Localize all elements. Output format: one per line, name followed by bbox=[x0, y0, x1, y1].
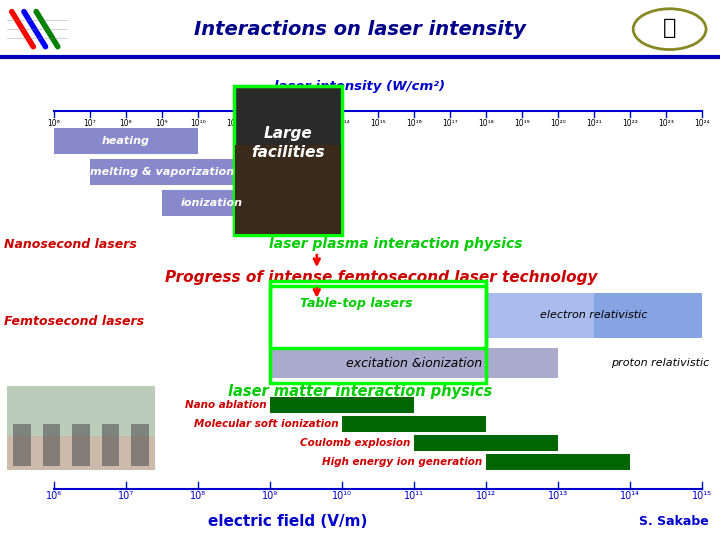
Text: 10²⁴: 10²⁴ bbox=[694, 119, 710, 128]
Bar bbox=[270, 286, 486, 348]
Text: ionization: ionization bbox=[181, 198, 243, 208]
FancyArrowPatch shape bbox=[36, 11, 58, 47]
Text: 10⁶: 10⁶ bbox=[46, 491, 62, 502]
Bar bbox=[234, 86, 342, 235]
Text: Progress of intense femtosecond laser technology: Progress of intense femtosecond laser te… bbox=[166, 269, 598, 285]
Bar bbox=[7, 386, 155, 436]
Text: High energy ion generation: High energy ion generation bbox=[322, 457, 482, 467]
Text: 10⁶: 10⁶ bbox=[48, 119, 60, 128]
Text: S. Sakabe: S. Sakabe bbox=[639, 515, 709, 528]
Text: 10²³: 10²³ bbox=[658, 119, 674, 128]
Text: 🌳: 🌳 bbox=[663, 18, 676, 38]
Text: 10²¹: 10²¹ bbox=[586, 119, 602, 128]
Text: Large
facilities: Large facilities bbox=[251, 126, 325, 160]
Text: melting & vaporization: melting & vaporization bbox=[90, 167, 234, 177]
Bar bbox=[234, 190, 270, 216]
Text: 10¹¹: 10¹¹ bbox=[226, 119, 242, 128]
Bar bbox=[594, 293, 702, 338]
Bar bbox=[235, 145, 341, 234]
Text: 10¹³: 10¹³ bbox=[298, 119, 314, 128]
Text: Nanosecond lasers: Nanosecond lasers bbox=[4, 238, 137, 251]
Text: proton relativistic: proton relativistic bbox=[611, 358, 709, 368]
Text: 10¹⁷: 10¹⁷ bbox=[442, 119, 458, 128]
Text: Interactions on laser intensity: Interactions on laser intensity bbox=[194, 19, 526, 39]
Bar bbox=[270, 397, 414, 413]
Text: 10¹⁵: 10¹⁵ bbox=[370, 119, 386, 128]
Text: electron relativistic: electron relativistic bbox=[540, 310, 648, 320]
Text: 10¹⁵: 10¹⁵ bbox=[692, 491, 712, 502]
Text: 10⁸: 10⁸ bbox=[120, 119, 132, 128]
Bar bbox=[486, 293, 702, 338]
Text: excitation &ionization: excitation &ionization bbox=[346, 356, 482, 370]
Text: 10²⁰: 10²⁰ bbox=[550, 119, 566, 128]
Text: 10¹²: 10¹² bbox=[476, 491, 496, 502]
Text: 10¹²: 10¹² bbox=[262, 119, 278, 128]
Text: 10⁷: 10⁷ bbox=[118, 491, 134, 502]
Text: electric field (V/m): electric field (V/m) bbox=[208, 514, 368, 529]
FancyArrowPatch shape bbox=[12, 11, 33, 47]
Text: Femtosecond lasers: Femtosecond lasers bbox=[4, 315, 144, 328]
Text: laser matter interaction physics: laser matter interaction physics bbox=[228, 384, 492, 399]
Bar bbox=[90, 159, 234, 185]
Bar bbox=[102, 424, 120, 465]
Text: laser intensity (W/cm²): laser intensity (W/cm²) bbox=[274, 80, 446, 93]
Bar bbox=[162, 190, 234, 216]
Bar bbox=[54, 128, 198, 154]
Text: 10¹⁶: 10¹⁶ bbox=[406, 119, 422, 128]
Bar bbox=[270, 348, 558, 378]
Bar bbox=[131, 424, 149, 465]
Text: 10⁹: 10⁹ bbox=[262, 491, 278, 502]
Text: 10¹⁴: 10¹⁴ bbox=[334, 119, 350, 128]
Text: 10¹⁸: 10¹⁸ bbox=[478, 119, 494, 128]
Text: 10¹⁰: 10¹⁰ bbox=[190, 119, 206, 128]
Text: 10²²: 10²² bbox=[622, 119, 638, 128]
Text: 10¹⁰: 10¹⁰ bbox=[332, 491, 352, 502]
Text: 10¹¹: 10¹¹ bbox=[404, 491, 424, 502]
Bar bbox=[13, 424, 31, 465]
Bar bbox=[414, 435, 558, 451]
Text: Table-top lasers: Table-top lasers bbox=[300, 297, 413, 310]
Bar bbox=[486, 454, 630, 470]
Text: 10⁷: 10⁷ bbox=[84, 119, 96, 128]
Text: 10¹⁹: 10¹⁹ bbox=[514, 119, 530, 128]
FancyArrowPatch shape bbox=[24, 11, 45, 47]
Bar bbox=[270, 281, 486, 383]
Text: 10¹³: 10¹³ bbox=[548, 491, 568, 502]
Text: laser plasma interaction physics: laser plasma interaction physics bbox=[269, 237, 523, 251]
Text: 10¹⁴: 10¹⁴ bbox=[620, 491, 640, 502]
Bar bbox=[42, 424, 60, 465]
Bar bbox=[72, 424, 90, 465]
Bar bbox=[342, 416, 486, 432]
Text: heating: heating bbox=[102, 136, 150, 146]
Text: Coulomb explosion: Coulomb explosion bbox=[300, 438, 410, 448]
Text: Molecular soft ionization: Molecular soft ionization bbox=[194, 419, 338, 429]
Text: 10⁸: 10⁸ bbox=[190, 491, 206, 502]
Text: Nano ablation: Nano ablation bbox=[185, 400, 266, 410]
Bar bbox=[0, 0, 720, 57]
Text: 10⁹: 10⁹ bbox=[156, 119, 168, 128]
